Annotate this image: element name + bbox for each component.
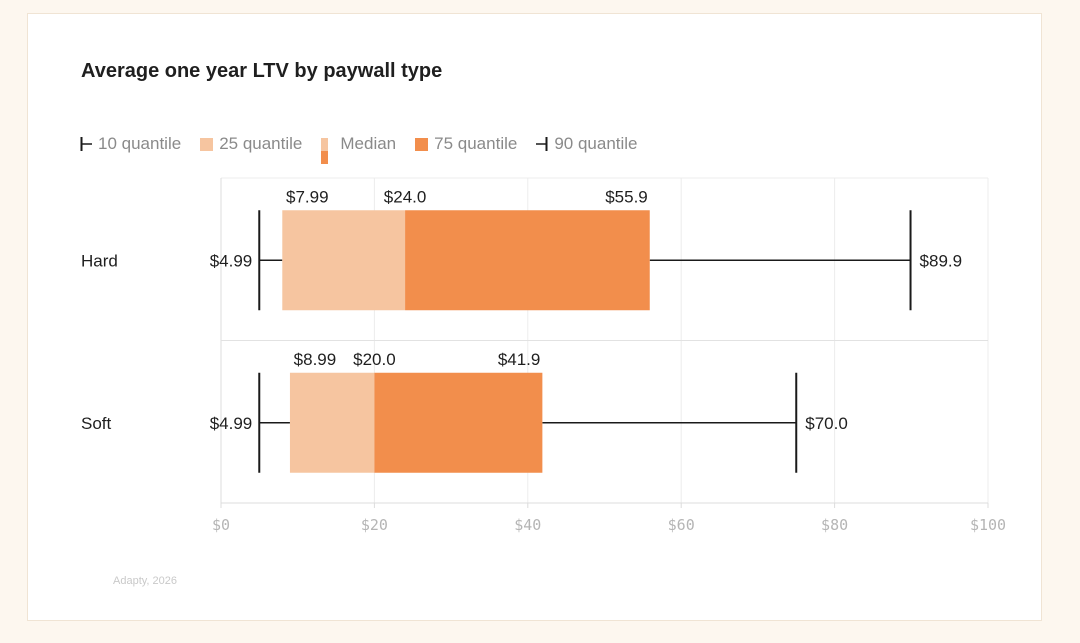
source-credit: Adapty, 2026 — [113, 575, 178, 587]
chart-legend: 10 quantile 25 quantile Median 75 quanti… — [80, 133, 657, 164]
legend-label-median: Median — [340, 134, 397, 153]
split-square-icon — [321, 137, 334, 164]
category-label-hard: Hard — [81, 251, 118, 270]
left-cap-icon — [80, 137, 92, 151]
x-tick-label: $100 — [970, 516, 1006, 534]
label-p25-soft: $8.99 — [294, 350, 337, 369]
label-median-hard: $24.0 — [384, 187, 427, 206]
label-p10-hard: $4.99 — [210, 251, 253, 270]
chart-title: Average one year LTV by paywall type — [81, 60, 443, 82]
legend-label-90-quantile: 90 quantile — [554, 134, 638, 153]
x-tick-label: $40 — [514, 516, 541, 534]
chart-card — [27, 13, 1042, 621]
label-p75-hard: $55.9 — [605, 187, 648, 206]
legend-label-10-quantile: 10 quantile — [98, 134, 182, 153]
box-upper-hard — [405, 210, 650, 311]
legend-item-75-quantile: 75 quantile — [415, 134, 517, 154]
category-label-soft: Soft — [81, 414, 112, 433]
light-square-icon — [200, 137, 214, 151]
label-p90-soft: $70.0 — [805, 414, 848, 433]
legend-item-90-quantile: 90 quantile — [536, 134, 638, 154]
box-lower-hard — [282, 210, 406, 311]
x-tick-label: $80 — [821, 516, 848, 534]
label-median-soft: $20.0 — [353, 350, 396, 369]
x-tick-label: $20 — [361, 516, 388, 534]
legend-label-75-quantile: 75 quantile — [434, 134, 518, 153]
label-p90-hard: $89.9 — [920, 251, 963, 270]
box-upper-soft — [374, 372, 543, 473]
dark-square-icon — [415, 137, 429, 151]
legend-item-median: Median — [321, 134, 397, 164]
label-p75-soft: $41.9 — [498, 350, 541, 369]
x-tick-label: $0 — [212, 516, 230, 534]
legend-label-25-quantile: 25 quantile — [219, 134, 303, 153]
x-tick-label: $60 — [668, 516, 695, 534]
legend-item-25-quantile: 25 quantile — [200, 134, 302, 154]
right-cap-icon — [536, 137, 548, 151]
label-p25-hard: $7.99 — [286, 187, 329, 206]
box-lower-soft — [289, 372, 375, 473]
label-p10-soft: $4.99 — [210, 414, 253, 433]
legend-item-10-quantile: 10 quantile — [80, 134, 181, 154]
